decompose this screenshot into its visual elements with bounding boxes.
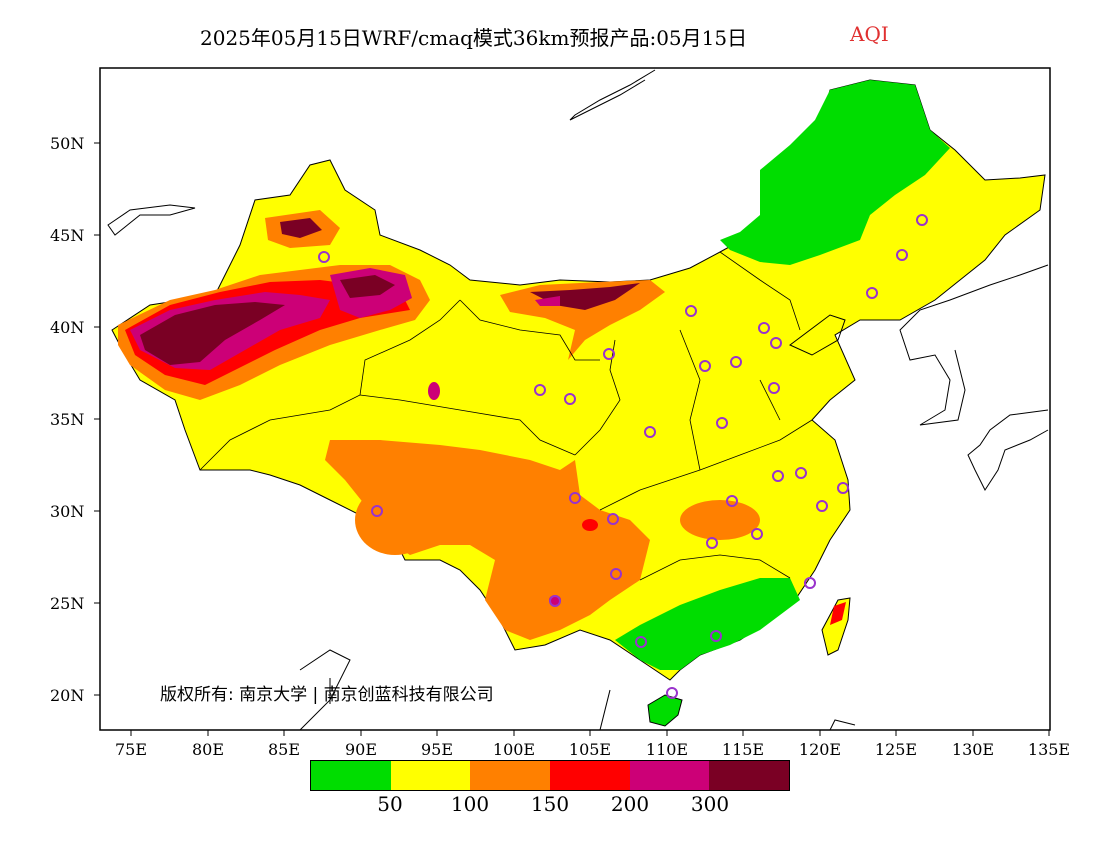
station-marker — [795, 467, 807, 479]
station-marker — [564, 393, 576, 405]
legend-swatch-yellow — [390, 761, 471, 790]
philippines-coast — [829, 719, 856, 731]
station-markers — [318, 214, 928, 699]
legend-swatch-orange — [470, 761, 551, 790]
station-marker — [716, 417, 728, 429]
lat-label: 35N — [50, 410, 85, 429]
bohai-coast — [789, 314, 846, 356]
northeast-green-region — [720, 80, 950, 265]
lon-label: 75E — [114, 740, 148, 759]
station-marker — [866, 287, 878, 299]
korea-japan-coast — [899, 264, 1049, 426]
station-marker — [644, 426, 656, 438]
vietnam-coast — [599, 689, 611, 731]
lon-label: 125E — [874, 740, 918, 759]
station-marker — [371, 505, 383, 517]
station-marker — [569, 492, 581, 504]
lat-label: 25N — [50, 594, 85, 613]
station-marker — [607, 513, 619, 525]
station-marker — [666, 687, 678, 699]
aqi-legend — [310, 760, 790, 791]
station-marker — [318, 251, 330, 263]
station-marker — [635, 636, 647, 648]
station-marker — [549, 595, 561, 607]
lon-label: 90E — [344, 740, 378, 759]
legend-tick: 200 — [610, 792, 650, 816]
lon-label: 105E — [568, 740, 612, 759]
station-marker — [768, 382, 780, 394]
lat-label: 40N — [50, 318, 85, 337]
station-marker — [710, 630, 722, 642]
tianshan-maroon — [340, 275, 395, 298]
hainan-island — [647, 694, 683, 727]
copyright-text: 版权所有: 南京大学 | 南京创蓝科技有限公司 — [160, 685, 494, 705]
legend-swatch-green — [311, 761, 391, 790]
legend-swatch-maroon — [709, 761, 790, 790]
central-orange-patch — [680, 500, 760, 540]
station-marker — [730, 356, 742, 368]
station-marker — [706, 537, 718, 549]
lon-label: 100E — [492, 740, 536, 759]
legend-tick: 100 — [450, 792, 490, 816]
legend-tick: 300 — [690, 792, 730, 816]
lon-label: 135E — [1027, 740, 1071, 759]
southeast-asia-coast — [299, 649, 351, 731]
kazakh-lake — [107, 204, 196, 236]
station-marker — [896, 249, 908, 261]
axis-ticks — [94, 142, 1050, 736]
station-marker — [685, 305, 697, 317]
legend-tick: 50 — [377, 792, 403, 816]
lon-label: 85E — [267, 740, 301, 759]
station-marker — [751, 528, 763, 540]
lat-label: 30N — [50, 502, 85, 521]
lon-label: 95E — [420, 740, 454, 759]
station-marker — [770, 337, 782, 349]
lat-label: 20N — [50, 686, 85, 705]
north-xj-maroon — [280, 218, 322, 238]
lat-label: 50N — [50, 134, 85, 153]
map-frame — [99, 67, 1051, 731]
station-marker — [804, 577, 816, 589]
lon-label: 115E — [721, 740, 765, 759]
sakhalin-coast — [569, 69, 656, 121]
lon-label: 130E — [951, 740, 995, 759]
legend-swatch-red — [550, 761, 630, 790]
lon-label: 110E — [645, 740, 689, 759]
inner-mongolia-purple — [535, 296, 560, 306]
station-marker — [837, 482, 849, 494]
station-marker — [610, 568, 622, 580]
station-marker — [726, 495, 738, 507]
south-green-region — [615, 578, 800, 670]
lon-label: 120E — [798, 740, 842, 759]
japan-coast — [967, 409, 1049, 492]
qinghai-hotspot — [428, 382, 440, 400]
lat-label: 45N — [50, 226, 85, 245]
legend-tick: 150 — [530, 792, 570, 816]
map-title: 2025年05月15日WRF/cmaq模式36km预报产品:05月15日 — [200, 26, 748, 50]
province-borders — [199, 251, 813, 581]
legend-swatch-purple — [629, 761, 710, 790]
station-marker — [816, 500, 828, 512]
xinjiang-maroon-region — [140, 302, 285, 365]
station-marker — [758, 322, 770, 334]
sichuan-red-patch — [582, 519, 598, 531]
taiwan-hotspot — [830, 602, 846, 625]
station-marker — [534, 384, 546, 396]
map-variable-label: AQI — [850, 22, 889, 46]
lon-label: 80E — [191, 740, 225, 759]
station-marker — [916, 214, 928, 226]
station-marker — [772, 470, 784, 482]
station-marker — [603, 348, 615, 360]
tibet-orange-patch — [355, 485, 435, 555]
station-marker — [699, 360, 711, 372]
